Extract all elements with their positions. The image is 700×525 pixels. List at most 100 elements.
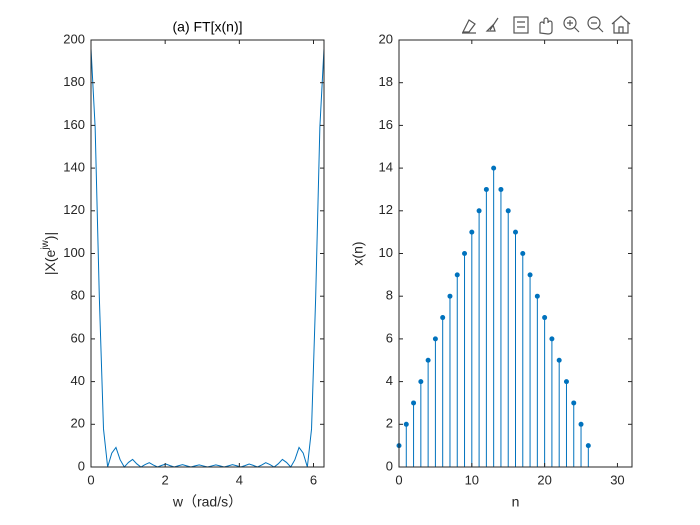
y-tick-label: 14 xyxy=(379,160,393,175)
y-tick-label: 120 xyxy=(63,202,85,217)
stem-marker xyxy=(483,186,489,192)
stem xyxy=(571,400,577,467)
stem xyxy=(447,293,453,467)
brush-icon[interactable] xyxy=(485,17,499,32)
axes-background xyxy=(91,40,324,467)
y-axis-label: |X(ejw)| xyxy=(40,232,58,275)
y-axis-label-base: |X(e xyxy=(42,249,58,275)
y-tick-label: 10 xyxy=(379,245,393,260)
x-axis-label: n xyxy=(512,494,520,510)
home-icon[interactable] xyxy=(611,15,631,34)
x-axis-label: w（rad/s） xyxy=(172,494,242,510)
stem-marker xyxy=(462,251,468,256)
stem-marker xyxy=(411,400,417,406)
y-tick-label: 180 xyxy=(63,74,85,89)
y-axis-label-sup: jw xyxy=(40,239,51,250)
stem xyxy=(513,229,518,467)
stem-marker xyxy=(403,421,409,427)
toolbar xyxy=(455,12,665,38)
stem-marker xyxy=(578,421,584,427)
y-tick-label: 60 xyxy=(71,330,85,345)
stem xyxy=(527,272,533,467)
x-tick-label: 6 xyxy=(310,472,317,487)
stem-marker xyxy=(425,357,431,363)
x-tick-label: 0 xyxy=(87,472,94,487)
stem-marker xyxy=(563,379,569,385)
stem xyxy=(549,336,555,467)
stem-marker xyxy=(556,357,562,363)
stem xyxy=(563,379,569,467)
y-tick-label: 0 xyxy=(78,458,85,473)
stem xyxy=(491,165,497,467)
y-tick-label: 18 xyxy=(379,74,393,89)
x-tick-label: 30 xyxy=(610,472,624,487)
stem-marker xyxy=(418,379,424,385)
stem-marker xyxy=(440,315,446,321)
stem-marker xyxy=(447,293,453,299)
x-tick-label: 2 xyxy=(162,472,169,487)
y-axis-label: x(n) xyxy=(350,241,366,265)
x-tick-label: 20 xyxy=(537,472,551,487)
zoom-in-icon[interactable] xyxy=(563,16,577,30)
stem xyxy=(556,357,562,467)
stem-marker xyxy=(585,443,591,449)
stem-marker xyxy=(491,165,497,171)
stem xyxy=(403,421,409,467)
y-tick-label: 80 xyxy=(71,288,85,303)
stem-marker xyxy=(454,272,460,278)
stem-marker xyxy=(432,336,438,342)
stem xyxy=(534,293,540,467)
stem-marker xyxy=(476,208,482,214)
edit-icon[interactable] xyxy=(462,19,476,34)
stem xyxy=(585,443,591,467)
y-tick-label: 0 xyxy=(386,458,393,473)
stem xyxy=(505,208,511,467)
y-tick-label: 12 xyxy=(379,202,393,217)
stem xyxy=(411,400,417,467)
zoom-in-mark xyxy=(567,20,580,33)
stem xyxy=(498,186,504,467)
y-tick-label: 8 xyxy=(386,288,393,303)
stem-marker xyxy=(469,229,475,235)
zoom-out-mark xyxy=(591,22,604,33)
y-tick-label: 140 xyxy=(63,160,85,175)
y-axis-label-end: )| xyxy=(42,232,58,240)
zoom-out-icon[interactable] xyxy=(587,16,601,30)
stem xyxy=(425,357,431,467)
stem xyxy=(462,251,468,467)
chart-title: (a) FT[x(n)] xyxy=(173,19,243,35)
stem xyxy=(454,272,460,467)
stem xyxy=(469,229,475,467)
x-tick-label: 4 xyxy=(236,472,243,487)
stem xyxy=(578,421,584,467)
y-tick-label: 200 xyxy=(63,31,85,46)
stem-marker xyxy=(527,272,533,278)
stem xyxy=(483,186,489,467)
y-tick-label: 20 xyxy=(71,416,85,431)
stem xyxy=(520,251,526,467)
y-tick-label: 100 xyxy=(63,245,85,260)
y-tick-label: 6 xyxy=(386,330,393,345)
stem-marker xyxy=(498,186,504,192)
legend-icon[interactable] xyxy=(513,16,529,34)
stem xyxy=(476,208,482,467)
y-tick-label: 40 xyxy=(71,373,85,388)
x-tick-label: 10 xyxy=(465,472,479,487)
stem-marker xyxy=(513,229,518,235)
x-tick-label: 0 xyxy=(395,472,402,487)
y-tick-label: 4 xyxy=(386,373,393,388)
y-tick-label: 16 xyxy=(379,117,393,132)
stem-marker xyxy=(520,251,526,256)
stem-marker xyxy=(571,400,577,406)
stem-marker xyxy=(542,315,548,321)
legend-icon-lines xyxy=(517,21,525,28)
pan-icon[interactable] xyxy=(539,17,553,35)
stem xyxy=(440,315,446,467)
stem xyxy=(542,315,548,467)
stem xyxy=(418,379,424,467)
y-tick-label: 2 xyxy=(386,416,393,431)
stem-marker xyxy=(505,208,511,214)
toolbar-bg xyxy=(455,12,665,38)
stem-marker xyxy=(534,293,540,299)
y-tick-label: 20 xyxy=(379,31,393,46)
